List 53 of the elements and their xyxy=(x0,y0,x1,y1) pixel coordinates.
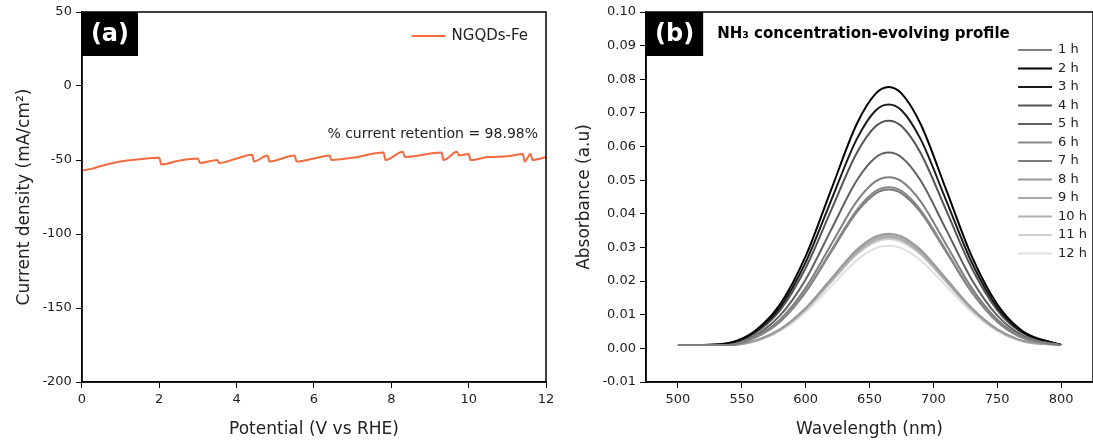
y-tick-label: 0.07 xyxy=(607,104,637,120)
y-tick-label: 0 xyxy=(63,77,72,93)
x-tick-label: 650 xyxy=(857,391,882,407)
y-tick-label: 0.05 xyxy=(607,171,637,187)
x-tick-label: 800 xyxy=(1048,391,1074,407)
legend-label: 7 h xyxy=(1058,152,1079,168)
x-tick-label: 12 xyxy=(537,391,555,407)
y-tick-label: 0.01 xyxy=(607,306,637,322)
x-tick-label: 0 xyxy=(77,391,87,407)
legend-label: 12 h xyxy=(1058,244,1088,260)
y-tick-label: -0.01 xyxy=(602,373,637,389)
y-tick-label: 0.00 xyxy=(607,339,637,355)
annotation: (a) xyxy=(90,19,130,48)
y-tick-label: -50 xyxy=(50,151,72,167)
y-tick-label: -100 xyxy=(42,225,72,241)
y-tick-label: 0.03 xyxy=(607,238,637,254)
y-tick-label: 0.10 xyxy=(607,3,637,19)
y-tick-label: 50 xyxy=(55,3,72,19)
annotation: % current retention = 98.98% xyxy=(327,124,538,141)
annotation: (b) xyxy=(655,19,695,48)
legend-label: 6 h xyxy=(1058,133,1079,149)
x-tick-label: 500 xyxy=(665,391,691,407)
y-tick-label: 0.02 xyxy=(607,272,637,288)
y-tick-label: 0.08 xyxy=(607,70,637,86)
legend-label: 1 h xyxy=(1058,41,1079,57)
legend-label: 3 h xyxy=(1058,78,1079,94)
legend-label: 9 h xyxy=(1058,189,1079,205)
x-tick-label: 550 xyxy=(729,391,755,407)
y-axis-title: Absorbance (a.u) xyxy=(572,124,593,270)
x-tick-label: 2 xyxy=(155,391,164,407)
x-tick-label: 8 xyxy=(387,391,396,407)
x-axis-title: Wavelength (nm) xyxy=(796,418,943,439)
y-tick-label: 0.09 xyxy=(607,37,637,53)
x-tick-label: 600 xyxy=(793,391,819,407)
x-tick-label: 4 xyxy=(232,391,241,407)
legend-label: 4 h xyxy=(1058,96,1079,112)
legend-label: 2 h xyxy=(1058,59,1079,75)
y-tick-label: -200 xyxy=(42,373,72,389)
legend-label: 5 h xyxy=(1058,115,1079,131)
text: NH₃ concentration-evolving profile xyxy=(717,23,1010,42)
y-tick-label: 0.04 xyxy=(607,205,637,221)
y-tick-label: 0.06 xyxy=(607,137,637,153)
x-tick-label: 6 xyxy=(309,391,319,407)
legend-label: 8 h xyxy=(1058,170,1079,186)
legend-label: 10 h xyxy=(1058,207,1088,223)
y-axis-title: Current density (mA/cm²) xyxy=(12,88,33,306)
legend-label: NGQDs-Fe xyxy=(451,25,528,44)
x-tick-label: 10 xyxy=(460,391,477,407)
x-tick-label: 700 xyxy=(920,391,946,407)
y-tick-label: -150 xyxy=(42,299,72,315)
x-tick-label: 750 xyxy=(984,391,1010,407)
legend-label: 11 h xyxy=(1058,226,1088,242)
x-axis-title: Potential (V vs RHE) xyxy=(229,418,399,439)
